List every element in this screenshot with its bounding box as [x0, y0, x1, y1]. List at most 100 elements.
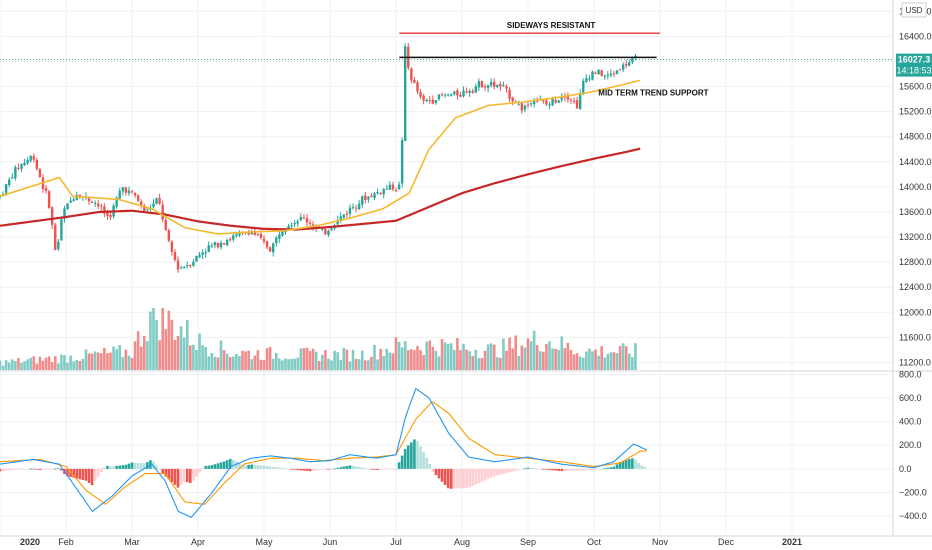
price-tick-label: 13200.0: [899, 232, 932, 242]
macd-histogram-bar: [250, 464, 254, 469]
volume-bar: [189, 345, 192, 370]
candle-down: [545, 100, 548, 105]
macd-histogram-bar: [483, 468, 487, 481]
macd-histogram-bar: [474, 468, 478, 485]
candle-up: [582, 80, 585, 94]
macd-histogram-bar: [179, 468, 183, 485]
volume-bar: [228, 356, 232, 370]
macd-histogram-bar: [299, 468, 303, 471]
volume-bar: [385, 348, 389, 370]
volume-bar: [262, 360, 266, 370]
macd-histogram-bar: [517, 468, 521, 470]
volume-bar: [238, 356, 241, 370]
volume-bar: [130, 357, 134, 370]
volume-bar: [14, 361, 17, 370]
candle-down: [262, 238, 266, 242]
macd-histogram-bar: [554, 468, 557, 471]
macd-histogram-bar: [548, 468, 551, 470]
macd-histogram-bar: [342, 466, 346, 469]
macd-histogram-bar: [597, 468, 600, 470]
macd-histogram-bar: [222, 461, 226, 469]
candle-up: [434, 100, 438, 103]
volume-bar: [192, 344, 195, 370]
candle-up: [207, 245, 210, 253]
candle-down: [440, 94, 444, 96]
candle-down: [520, 103, 524, 111]
candle-down: [38, 169, 42, 177]
candle-up: [502, 84, 505, 86]
macd-histogram-bar: [213, 464, 217, 469]
candle-up: [204, 252, 207, 254]
macd-histogram-bar: [486, 468, 490, 480]
volume-bar: [109, 352, 112, 370]
candle-down: [612, 73, 616, 75]
volume-bar: [360, 350, 364, 370]
volume-bar: [345, 349, 349, 370]
volume-bar: [437, 356, 441, 370]
macd-histogram-bar: [262, 465, 266, 469]
candle-up: [606, 74, 610, 76]
macd-histogram-bar: [569, 468, 573, 471]
candle-up: [517, 104, 520, 106]
volume-bar: [416, 345, 419, 370]
candle-down: [483, 86, 487, 88]
candle-down: [103, 206, 106, 214]
macd-histogram-bar: [523, 468, 527, 470]
candle-up: [446, 94, 450, 96]
candle-down: [431, 99, 435, 104]
macd-histogram-bar: [278, 467, 281, 469]
candle-up: [385, 188, 388, 190]
volume-bar: [624, 346, 628, 370]
macd-histogram-bar: [216, 463, 220, 469]
candle-down: [164, 220, 167, 231]
macd-histogram-bar: [182, 468, 186, 482]
macd-histogram-bar: [106, 465, 109, 469]
macd-histogram-bar: [287, 468, 290, 470]
currency-box[interactable]: USD: [901, 2, 927, 18]
candle-down: [143, 205, 146, 211]
volume-bar: [136, 331, 140, 370]
macd-histogram-bar: [542, 468, 545, 470]
volume-bar: [569, 350, 573, 370]
volume-bar: [618, 346, 622, 370]
volume-bar: [542, 351, 545, 370]
candle-up: [290, 225, 293, 227]
price-tick-label: 16400.0: [899, 31, 932, 41]
candle-up: [127, 190, 131, 194]
volume-bar: [164, 329, 168, 370]
candle-down: [554, 99, 557, 103]
candle-up: [275, 237, 278, 244]
candle-up: [69, 200, 72, 203]
candle-up: [450, 93, 453, 96]
macd-histogram-bar: [529, 468, 533, 469]
candle-up: [182, 267, 186, 269]
candle-up: [591, 71, 594, 80]
candle-down: [526, 104, 530, 106]
volume-bar: [612, 352, 616, 370]
volume-bar: [440, 339, 444, 370]
candle-down: [370, 195, 373, 198]
volume-bar: [631, 357, 634, 370]
candle-down: [410, 68, 413, 81]
candle-down: [419, 92, 422, 97]
volume-bar: [274, 352, 278, 370]
volume-bar: [554, 348, 557, 370]
volume-bar: [311, 348, 315, 370]
volume-bar: [514, 335, 518, 370]
macd-histogram-bar: [139, 463, 143, 469]
candle-up: [235, 234, 238, 236]
macd-histogram-bar: [130, 462, 134, 469]
macd-histogram-bar: [566, 468, 570, 471]
volume-bar: [339, 359, 343, 370]
grid: [0, 0, 932, 537]
candle-up: [474, 86, 478, 93]
volume-bar: [41, 360, 45, 370]
macd-histogram-bar: [161, 468, 164, 474]
macd-histogram-bar: [78, 468, 82, 480]
volume-bar: [244, 351, 247, 370]
volume-bar: [456, 338, 459, 370]
macd-histogram-bar: [511, 468, 514, 472]
macd-histogram-bar: [348, 465, 352, 469]
macd-histogram-bar: [581, 468, 585, 471]
